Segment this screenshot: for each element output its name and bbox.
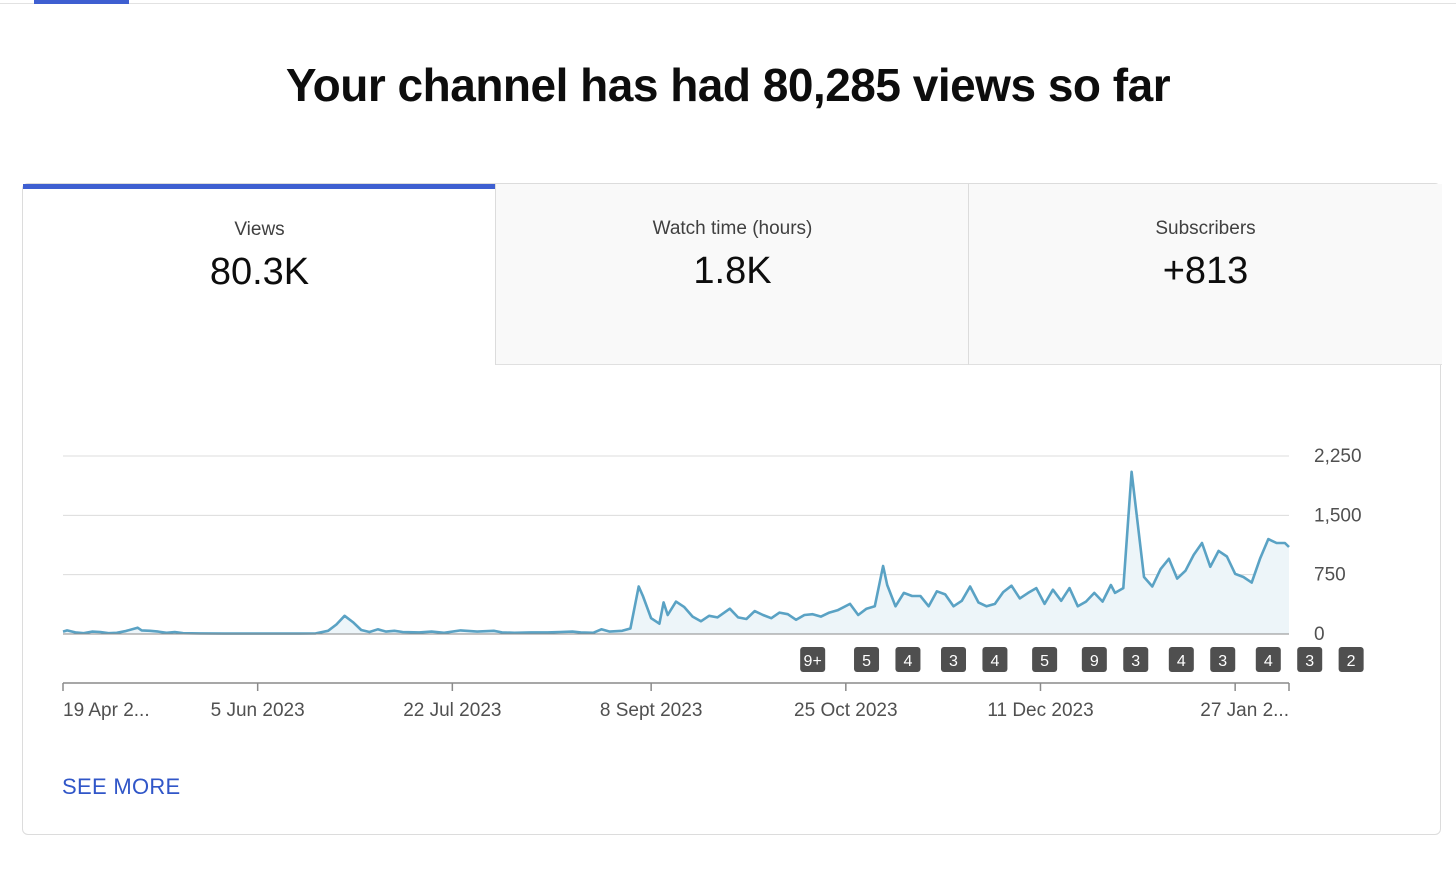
- x-tick-label: 11 Dec 2023: [987, 700, 1093, 721]
- y-tick-label: 0: [1314, 624, 1325, 645]
- event-marker-label: 3: [1131, 653, 1140, 670]
- event-marker-label: 4: [1177, 653, 1186, 670]
- event-marker-badge[interactable]: 3: [941, 647, 967, 672]
- event-marker-badge[interactable]: 9: [1081, 647, 1107, 672]
- event-marker-bg: [1338, 647, 1364, 672]
- y-tick-label: 750: [1314, 565, 1346, 586]
- tab-divider: [968, 184, 969, 365]
- tab-watch-time-value: 1.8K: [693, 250, 772, 292]
- series-line: [62, 470, 1290, 635]
- series-area: [63, 471, 1289, 634]
- tab-views-value: 80.3K: [209, 251, 310, 293]
- x-tick-label: 5 Jun 2023: [211, 700, 305, 721]
- tab-watch-time[interactable]: Watch time (hours) 1.8K: [496, 184, 969, 365]
- event-marker-bg: [1123, 647, 1149, 672]
- event-marker-badge[interactable]: 3: [1297, 647, 1323, 672]
- event-marker-badge[interactable]: 2: [1338, 647, 1364, 672]
- event-marker-label: 2: [1347, 653, 1356, 670]
- event-marker-badge[interactable]: 4: [982, 647, 1008, 672]
- event-marker-badge[interactable]: 3: [1210, 647, 1236, 672]
- y-tick-label: 1,500: [1314, 505, 1362, 526]
- x-tick-label: 25 Oct 2023: [794, 700, 898, 721]
- event-marker-bg: [982, 647, 1008, 672]
- tab-subscribers-label: Subscribers: [1155, 218, 1256, 239]
- event-marker-label: 5: [862, 653, 871, 670]
- y-tick-label: 2,250: [1314, 446, 1362, 467]
- event-marker-label: 4: [1264, 653, 1273, 670]
- event-marker-bg: [1255, 647, 1281, 672]
- tab-views-label: Views: [234, 219, 285, 240]
- event-marker-badge[interactable]: 4: [1255, 647, 1281, 672]
- event-marker-badge[interactable]: 4: [895, 647, 921, 672]
- active-nav-indicator: [34, 0, 129, 4]
- event-marker-bg: [1210, 647, 1236, 672]
- views-chart: 0 750 1,500 2,250 9+ 5 4 3 4 5 9 3 4 3 4 3 2 19 Apr 2... 5…: [62, 446, 1364, 721]
- x-tick-label: 8 Sept 2023: [600, 700, 702, 721]
- event-marker-badge[interactable]: 9+: [800, 647, 826, 672]
- event-marker-label: 3: [1305, 653, 1314, 670]
- event-marker-label: 3: [949, 653, 958, 670]
- event-marker-badge[interactable]: 3: [1123, 647, 1149, 672]
- event-marker-bg: [854, 647, 880, 672]
- tab-views[interactable]: Views 80.3K: [23, 184, 496, 365]
- analytics-card: Views 80.3K Watch time (hours) 1.8K Subs…: [22, 183, 1442, 835]
- metric-tabs: Views 80.3K Watch time (hours) 1.8K Subs…: [23, 184, 1442, 365]
- see-more-link[interactable]: SEE MORE: [62, 774, 181, 799]
- event-marker-badge[interactable]: 5: [854, 647, 880, 672]
- tab-watch-time-label: Watch time (hours): [652, 218, 813, 239]
- event-marker-bg: [800, 647, 826, 672]
- event-marker-bg: [1032, 647, 1058, 672]
- event-marker-bg: [1081, 647, 1107, 672]
- x-tick-label: 22 Jul 2023: [403, 700, 501, 721]
- event-marker-label: 4: [990, 653, 999, 670]
- event-marker-bg: [895, 647, 921, 672]
- top-divider: [0, 3, 1456, 4]
- event-marker-label: 9+: [804, 653, 822, 670]
- event-marker-label: 4: [903, 653, 912, 670]
- event-marker-bg: [1297, 647, 1323, 672]
- event-marker-bg: [941, 647, 967, 672]
- x-tick-label: 27 Jan 2...: [1200, 700, 1289, 721]
- page-headline: Your channel has had 80,285 views so far: [285, 59, 1171, 111]
- event-marker-label: 3: [1218, 653, 1227, 670]
- event-marker-badge[interactable]: 5: [1032, 647, 1058, 672]
- tab-subscribers[interactable]: Subscribers +813: [969, 184, 1442, 365]
- event-marker-label: 5: [1040, 653, 1049, 670]
- x-tick-label: 19 Apr 2...: [63, 700, 150, 721]
- event-marker-label: 9: [1090, 653, 1099, 670]
- event-marker-badge[interactable]: 4: [1168, 647, 1194, 672]
- event-marker-bg: [1168, 647, 1194, 672]
- tab-divider: [495, 184, 496, 365]
- tab-subscribers-value: +813: [1162, 250, 1249, 292]
